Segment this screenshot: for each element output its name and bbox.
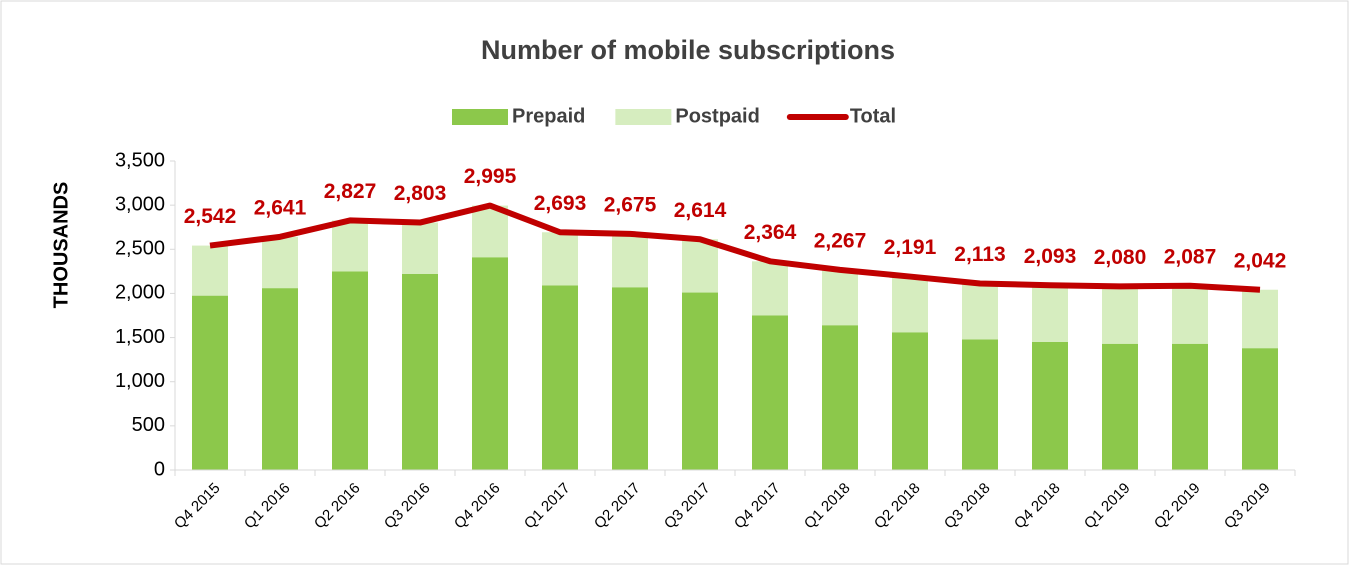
bar: [892, 276, 928, 333]
data-label: 2,364: [744, 221, 797, 244]
y-tick-label: 500: [132, 414, 165, 436]
bar: [1172, 285, 1208, 344]
y-tick-label: 1,000: [115, 370, 165, 392]
data-label: 2,080: [1094, 246, 1147, 269]
legend-label: Prepaid: [512, 105, 585, 127]
legend-swatch: [615, 109, 672, 125]
y-tick-label: 2,500: [115, 238, 165, 260]
y-tick-label: 1,500: [115, 326, 165, 348]
legend-swatch: [452, 109, 508, 125]
bar: [682, 292, 718, 470]
bar: [332, 271, 368, 470]
bar: [682, 239, 718, 293]
y-axis-label: THOUSANDS: [50, 182, 72, 309]
bar: [262, 288, 298, 470]
bar: [1242, 348, 1278, 470]
bar: [822, 269, 858, 326]
bar: [402, 274, 438, 470]
bar: [962, 339, 998, 470]
data-label: 2,675: [604, 193, 657, 216]
chart-title: Number of mobile subscriptions: [481, 35, 895, 65]
data-label: 2,087: [1164, 245, 1217, 268]
bar: [192, 295, 228, 470]
bar: [1102, 286, 1138, 344]
y-tick-label: 3,500: [115, 149, 165, 171]
bar: [1032, 285, 1068, 342]
bar: [1032, 341, 1068, 470]
bar: [402, 222, 438, 275]
bar: [822, 325, 858, 470]
bar: [472, 205, 508, 258]
line: [209, 202, 1261, 293]
bar: [192, 245, 228, 296]
data-label: 2,995: [464, 165, 517, 188]
data-label: 2,113: [954, 243, 1005, 266]
bar: [472, 257, 508, 470]
y-tick-label: 0: [154, 458, 165, 480]
bar: [542, 232, 578, 286]
data-label: 2,042: [1234, 249, 1287, 272]
data-label: 2,693: [534, 192, 587, 215]
data-label: 2,614: [674, 199, 727, 222]
bar: [1172, 343, 1208, 470]
bar: [752, 261, 788, 316]
bar: [612, 287, 648, 470]
bar: [542, 285, 578, 470]
bar: [612, 233, 648, 288]
bar: [962, 283, 998, 340]
bar: [262, 236, 298, 289]
data-label: 2,542: [184, 205, 237, 228]
data-label: 2,641: [254, 196, 307, 219]
data-label: 2,803: [394, 182, 447, 205]
data-label: 2,267: [814, 229, 867, 252]
y-tick-label: 2,000: [115, 282, 165, 304]
data-label: 2,093: [1024, 245, 1077, 268]
bar: [752, 315, 788, 470]
legend-label: Total: [850, 105, 896, 127]
bar: [1242, 289, 1278, 349]
bar: [332, 220, 368, 272]
y-tick-label: 3,000: [115, 193, 165, 215]
legend-label: Postpaid: [675, 105, 759, 127]
bar: [1102, 343, 1138, 470]
bar: [892, 332, 928, 470]
data-label: 2,191: [884, 236, 937, 259]
data-label: 2,827: [324, 180, 377, 203]
